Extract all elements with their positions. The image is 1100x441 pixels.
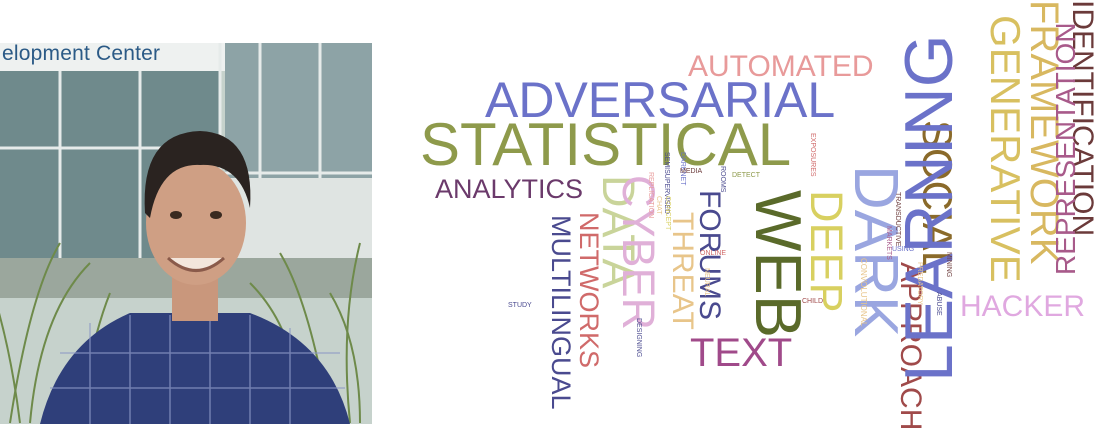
cloud-word-concept: CONCEPT: [664, 196, 671, 231]
cloud-word-child: CHILD: [802, 298, 824, 305]
cloud-word-chat: CHAT: [655, 196, 662, 215]
cloud-word-statistical: STATISTICAL: [420, 111, 792, 178]
cloud-word-designing: DESIGNING: [635, 318, 642, 358]
cloud-word-learning: LEARNING: [891, 34, 967, 382]
cloud-word-online: ONLINE: [700, 250, 727, 257]
cloud-word-detect: DETECT: [732, 172, 760, 179]
portrait-photo: elopment Center: [0, 43, 372, 424]
cloud-word-media: MEDIA: [680, 168, 703, 175]
cloud-word-multilingual: MULTILINGUAL: [546, 215, 576, 410]
cloud-word-exposures: EXPOSURES: [809, 133, 816, 177]
cloud-word-text: TEXT: [690, 331, 793, 375]
cloud-word-representation: REPRESENTATION: [1050, 22, 1081, 275]
cloud-word-transductive: TRANSDUCTIVE: [894, 192, 901, 247]
cloud-word-hacker: HACKER: [960, 290, 1086, 323]
cloud-word-convolutional: CONVOLUTIONAL: [859, 258, 868, 327]
cloud-word-markets: MARKETS: [885, 226, 892, 260]
cloud-word-replication: REPLICATION: [647, 172, 654, 219]
cloud-word-study: STUDY: [508, 302, 532, 309]
building-sign-text: elopment Center: [2, 43, 161, 65]
cloud-word-automated: AUTOMATED: [688, 50, 874, 83]
cloud-word-mining: MINING: [945, 252, 952, 278]
cloud-word-neural: NEURAL: [703, 268, 710, 297]
cloud-word-adversarial: ADVERSARIAL: [485, 72, 836, 128]
cloud-word-generative: GENERATIVE: [982, 15, 1029, 283]
cloud-word-analytics: ANALYTICS: [435, 174, 584, 204]
cloud-word-abuse: ABUSE: [935, 292, 942, 316]
word-cloud: ADVERSARIAL STATISTICAL AUTOMATED ANALYTICS…: [380, 0, 1100, 441]
cloud-word-rooms: ROOMS: [719, 166, 726, 193]
cloud-word-using: USING: [892, 246, 915, 253]
cloud-word-predatory: PREDATORY: [916, 262, 923, 305]
